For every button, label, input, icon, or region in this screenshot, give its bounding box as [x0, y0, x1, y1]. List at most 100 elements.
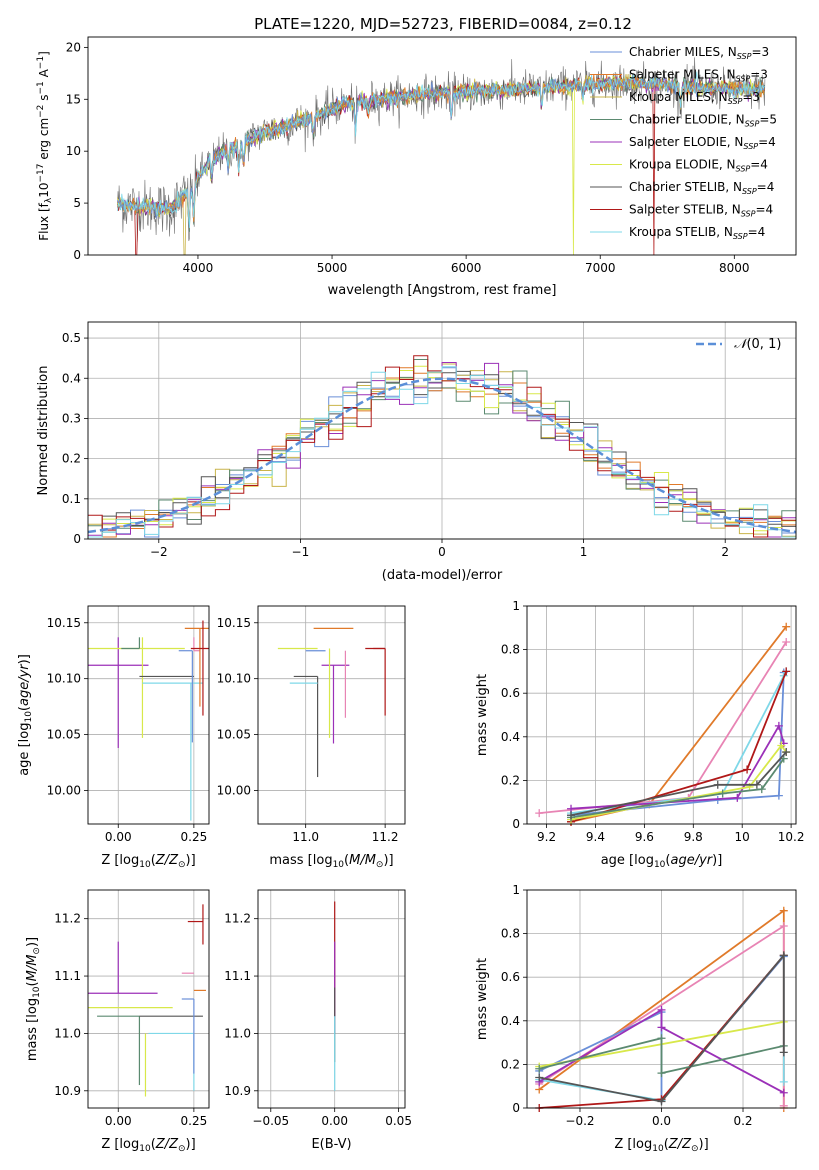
- errorbar-point: [321, 664, 350, 744]
- errorbar-point: [190, 620, 209, 716]
- weight-marker: [657, 1005, 666, 1014]
- x-axis-label: Z [log10(Z/Z⊙)]: [614, 1137, 708, 1154]
- label-part: Z/Z: [155, 1137, 179, 1152]
- y-tick-label: 10.05: [217, 728, 251, 742]
- y-tick-label: 10.10: [217, 672, 251, 686]
- weight-marker: [774, 791, 783, 800]
- x-tick-label: 5000: [317, 261, 348, 275]
- errorbar-point: [293, 675, 319, 778]
- legend-label: Chabrier ELODIE, NSSP=5: [629, 113, 777, 129]
- x-tick-label: −0.05: [252, 1114, 289, 1128]
- weight-marker: [752, 780, 761, 789]
- mass_vs_z-axes: 0.00 0.25 10.9 11.0 11.1 11.2: [54, 890, 209, 1128]
- y-tick-label: 11.1: [54, 969, 81, 983]
- residuals-frame: [87, 321, 797, 540]
- y-tick-label: 15: [66, 92, 81, 106]
- y-tick-label: 1: [512, 599, 520, 613]
- weight-marker: [743, 765, 752, 774]
- y-tick-label: 0: [512, 1101, 520, 1115]
- label-part: ⊙: [178, 1144, 186, 1154]
- x-tick-label: 0.00: [321, 1114, 348, 1128]
- label-part: SSP: [736, 165, 751, 174]
- label-part: )]: [699, 1137, 709, 1152]
- label-part: ⊙: [376, 860, 384, 870]
- y-tick-label: 1: [512, 883, 520, 897]
- x-tick-label: 0.00: [105, 830, 132, 844]
- label-part: =4: [748, 225, 766, 239]
- weight-line: [539, 952, 785, 1103]
- label-part: (: [665, 853, 670, 868]
- y-tick-label: 10.10: [47, 672, 81, 686]
- y-tick-label: 0.2: [501, 773, 520, 787]
- weight-marker: [779, 921, 788, 930]
- y-tick-label: 0.4: [62, 371, 81, 385]
- y-tick-label: 0.2: [62, 452, 81, 466]
- label-part: Z [log: [101, 853, 139, 868]
- label-part: age/yr: [670, 853, 713, 868]
- label-part: =4: [755, 203, 773, 217]
- legend-label: Kroupa MILES, NSSP=3: [629, 90, 760, 106]
- label-part: )]: [383, 853, 393, 868]
- label-part: 10: [32, 986, 42, 998]
- age_vs_mass-axes: 11.0 11.2 10.00 10.05 10.10 10.15: [217, 606, 405, 844]
- label-part: =3: [742, 90, 760, 104]
- age_vs_mass-points: [277, 627, 386, 778]
- errorbar-point: [97, 1015, 141, 1086]
- label-part: Kroupa ELODIE, N: [629, 158, 736, 172]
- label-part: Chabrier STELIB, N: [629, 180, 742, 194]
- x-tick-label: 0.2: [733, 1114, 752, 1128]
- label-part: 10: [139, 860, 151, 870]
- mass_vs_z-points: [88, 904, 206, 1097]
- label-part: Chabrier MILES, N: [629, 45, 737, 59]
- legend-label: Salpeter MILES, NSSP=3: [629, 68, 768, 84]
- weight-line: [570, 758, 785, 819]
- label-part: ⊙: [32, 947, 42, 955]
- label-part: =3: [751, 45, 769, 59]
- weight-marker: [779, 906, 788, 915]
- weight-marker: [757, 785, 766, 794]
- x-tick-label: 9.2: [537, 830, 556, 844]
- y-tick-label: 0: [73, 532, 81, 546]
- label-part: (: [151, 1137, 156, 1152]
- x-tick-label: 9.6: [635, 830, 654, 844]
- y-axis-label: Flux [fλ10−17 erg cm−2 s−1 A−1]: [36, 51, 54, 241]
- x-tick-label: 11.0: [292, 830, 319, 844]
- x-tick-label: 0.05: [385, 1114, 412, 1128]
- weight-marker: [779, 1088, 788, 1097]
- label-part: =4: [750, 158, 768, 172]
- y-tick-label: 10.9: [224, 1084, 251, 1098]
- label-part: Kroupa STELIB, N: [629, 225, 733, 239]
- label-part: 10: [652, 1144, 664, 1154]
- label-part: Chabrier ELODIE, N: [629, 113, 745, 127]
- spectrum-legend: Chabrier MILES, N SSP =3 Salpeter MILES, NS…: [590, 45, 777, 241]
- weight-line: [570, 751, 787, 817]
- weight-line: [538, 1037, 784, 1075]
- y-tick-label: 0.4: [501, 730, 520, 744]
- label-part: −17: [36, 164, 46, 183]
- label-part: Z/Z: [668, 1137, 692, 1152]
- weight-marker: [733, 793, 742, 802]
- weight-marker: [718, 789, 727, 798]
- y-axis-label: age [log10(age/yr)]: [17, 654, 34, 776]
- histogram-salpeter-stelib: [88, 355, 796, 538]
- label-part: age/yr: [17, 663, 32, 706]
- label-part: ]: [37, 51, 51, 56]
- y-tick-label: 10.05: [47, 728, 81, 742]
- weight-marker: [657, 1069, 666, 1078]
- y-tick-label: 10.15: [47, 616, 81, 630]
- label-part: =5: [759, 113, 777, 127]
- label-part: Z [log: [614, 1137, 652, 1152]
- y-tick-label: 11.2: [224, 912, 251, 926]
- label-part: )]: [17, 654, 32, 664]
- weight-marker: [535, 1073, 544, 1082]
- y-axis-label: mass weight: [475, 674, 490, 756]
- label-part: SSP: [742, 187, 757, 196]
- weight-marker: [779, 1048, 788, 1057]
- label-part: SSP: [741, 210, 756, 219]
- label-part: Flux [f: [37, 202, 51, 240]
- weight-marker: [779, 1077, 788, 1086]
- label-part: mass [log: [269, 853, 332, 868]
- label-part: =4: [757, 180, 775, 194]
- label-part: Salpeter ELODIE, N: [629, 135, 743, 149]
- label-part: erg cm: [37, 118, 51, 164]
